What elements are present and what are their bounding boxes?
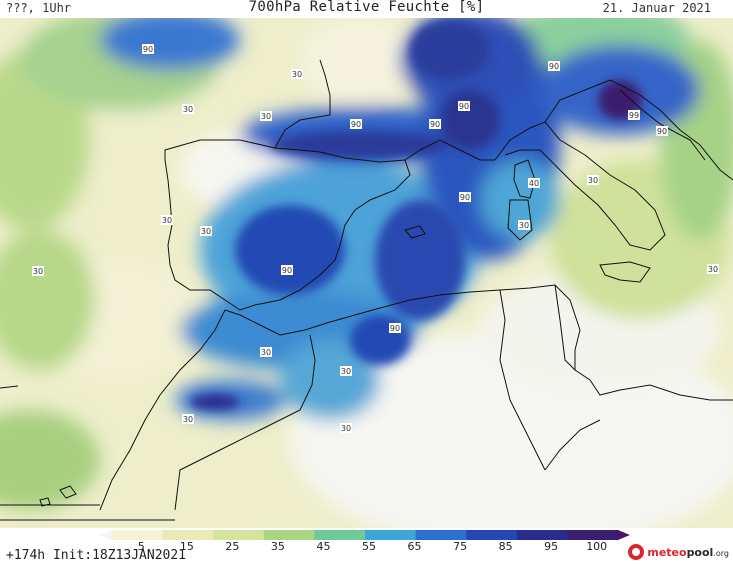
contour-label: 30 [340,423,352,433]
contour-label-text: 90 [460,193,470,202]
colorbar-cell [365,530,417,540]
logo-icon [628,544,645,560]
colorbar-cell [162,530,214,540]
contour-label: 90 [656,126,668,136]
contour-label-text: 30 [292,70,302,79]
contour-label: 90 [429,119,441,129]
colorbar-cell [112,530,164,540]
logo-text: meteopool.org [647,545,729,559]
color-scale-bar [100,530,630,540]
contour-label-text: 30 [33,267,43,276]
contour-label-text: 30 [261,112,271,121]
colorbar-tick-label: 100 [586,540,608,553]
colorbar-tick-label: 25 [225,540,240,553]
contour-label: 40 [528,178,540,188]
contour-label-text: 30 [708,265,718,274]
map-title: 700hPa Relative Feuchte [%] [248,0,485,15]
colorbar-cell [567,530,619,540]
contour-label-text: 90 [351,120,361,129]
contour-label: 30 [182,104,194,114]
contour-label-text: 30 [588,176,598,185]
contour-label: 30 [182,414,194,424]
colorbar-max-arrow [618,530,630,540]
colorbar-tick-label: 85 [498,540,513,553]
contour-label: 90 [281,265,293,275]
contour-label-text: 90 [459,102,469,111]
contour-label-text: 30 [183,105,193,114]
contour-label: 30 [707,264,719,274]
contour-label-text: 90 [549,62,559,71]
contour-label: 90 [142,44,154,54]
contour-label: 30 [260,347,272,357]
contour-label: 90 [548,61,560,71]
contour-label: 30 [260,111,272,121]
forecast-date: 21. Januar 2021 [602,1,711,15]
colorbar-tick-label: 35 [270,540,285,553]
colorbar-cell [213,530,265,540]
contour-label: 30 [200,226,212,236]
footer: 5 15 25 35 45 55 65 75 85 95 100 +174h Init:18Z13J… [0,528,733,566]
contour-label-text: 99 [629,111,639,120]
contour-label-text: 90 [657,127,667,136]
contour-label-text: 30 [341,424,351,433]
colorbar-tick-label: 5 [137,540,145,553]
contour-label: 30 [518,220,530,230]
weather-map: 90 30 30 30 90 90 90 90 99 90 40 30 90 30 30 30 30 90 30 90… [0,18,733,528]
contour-label-text: 30 [261,348,271,357]
contour-label-text: 40 [529,179,539,188]
contour-label: 90 [350,119,362,129]
colorbar-cell [314,530,366,540]
colorbar-cell [415,530,467,540]
colorbar-tick-label: 55 [362,540,376,553]
colorbar-cell [516,530,568,540]
colorbar-tick-label: 65 [407,540,422,553]
map-canvas: 90 30 30 30 90 90 90 90 99 90 40 30 90 30 30 30 30 90 30 90… [0,18,733,528]
init-time-label: +174h Init:18Z13JAN2021 [6,548,187,563]
contour-label: 30 [32,266,44,276]
meteopool-logo[interactable]: meteopool.org [628,544,729,560]
contour-label-text: 30 [341,367,351,376]
contour-label: 30 [291,69,303,79]
colorbar-min-arrow [100,530,112,540]
contour-label-text: 90 [390,324,400,333]
colorbar-tick-label: 15 [179,540,194,553]
contour-label: 99 [628,110,640,120]
contour-label: 30 [587,175,599,185]
colorbar-tick-label: 45 [316,540,331,553]
contour-label-text: 90 [430,120,440,129]
coastlines [0,59,733,521]
contour-label: 90 [459,192,471,202]
contour-label: 90 [389,323,401,333]
forecast-time-label: ???, 1Uhr [6,1,72,15]
colorbar-cell [263,530,315,540]
colorbar-cell [466,530,518,540]
contour-label-text: 30 [162,216,172,225]
color-scale-ticks: 5 15 25 35 45 55 65 75 85 95 100 [0,540,733,554]
contour-label-text: 30 [201,227,211,236]
contour-label: 30 [161,215,173,225]
contour-label-text: 90 [282,266,292,275]
contour-label-text: 90 [143,45,153,54]
contour-label-text: 30 [183,415,193,424]
contour-label-text: 30 [519,221,529,230]
colorbar-tick-label: 95 [544,540,559,553]
contour-label: 90 [458,101,470,111]
contour-label: 30 [340,366,352,376]
contour-labels: 90 30 30 30 90 90 90 90 99 90 40 30 90 30 30 30 30 90 30 90… [32,44,719,433]
colorbar-tick-label: 75 [453,540,468,553]
header: ???, 1Uhr 700hPa Relative Feuchte [%] 21… [0,0,733,18]
